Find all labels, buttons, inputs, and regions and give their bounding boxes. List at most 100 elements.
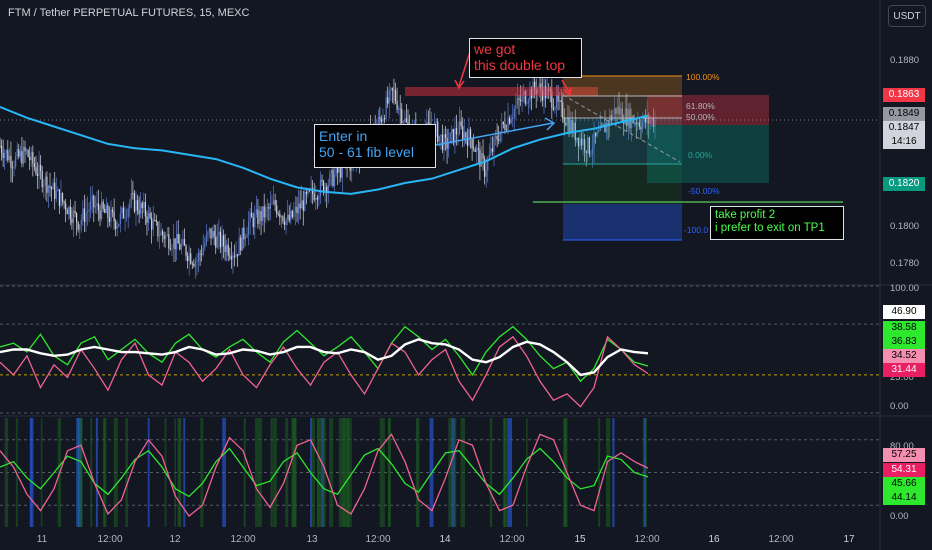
candle-body [223, 235, 224, 246]
candle-body [501, 122, 502, 131]
candle-body [293, 212, 294, 217]
candle-body [515, 105, 516, 109]
candle-body [278, 214, 279, 215]
candle-body [511, 119, 512, 123]
osc2-bg-bar [295, 418, 297, 527]
candle-body [107, 205, 108, 217]
candle-body [503, 122, 504, 124]
candle-body [112, 210, 113, 213]
candle-body [59, 189, 60, 205]
candle-body [154, 220, 155, 221]
osc2-bg-bar [564, 418, 567, 527]
candle-body [264, 206, 265, 217]
fib-level-label: 50.00% [686, 112, 715, 122]
osc2-badge: 57.25 [883, 448, 925, 462]
candle-body [209, 228, 210, 232]
candle-body [67, 210, 68, 214]
candle-body [214, 231, 215, 237]
candle-body [26, 150, 27, 151]
candle-body [0, 146, 1, 147]
candle-body [276, 205, 277, 213]
osc2-bg-bar [222, 418, 226, 527]
candle-body [331, 170, 332, 173]
osc2-badge: 45.66 [883, 477, 925, 491]
candle-body [149, 213, 150, 218]
candle-body [254, 214, 255, 227]
candle-body [78, 222, 79, 229]
candle-body [71, 219, 72, 223]
candle-body [28, 150, 29, 157]
candle-body [217, 235, 218, 247]
candle-body [246, 235, 247, 238]
candle-body [53, 183, 54, 190]
candle-body [31, 152, 32, 160]
candle-body [10, 156, 11, 168]
candle-body [381, 119, 382, 122]
candle-body [62, 193, 63, 201]
take-profit-annotation[interactable]: take profit 2 i prefer to exit on TP1 [710, 206, 844, 240]
fib-zone-100 [563, 76, 682, 96]
candle-body [382, 118, 383, 122]
candle-body [285, 219, 286, 225]
candle-series [0, 69, 656, 279]
candle-body [79, 224, 80, 229]
candle-body [281, 216, 282, 217]
candle-body [395, 91, 396, 101]
candle-body [300, 203, 301, 208]
candle-body [239, 238, 240, 256]
osc2-bg-bar [526, 418, 528, 527]
double-top-annotation[interactable]: we got this double top [469, 38, 582, 78]
candle-body [207, 232, 208, 234]
time-tick-label: 12:00 [230, 534, 255, 545]
candle-body [157, 222, 158, 236]
osc2-bg-bar [271, 418, 273, 527]
fib-level-label: -50.00% [688, 186, 720, 196]
candle-body [287, 215, 288, 219]
candle-body [135, 200, 136, 211]
candle-body [436, 122, 437, 123]
osc2-bg-bar [200, 418, 203, 527]
candle-body [179, 243, 180, 249]
candle-body [493, 137, 494, 151]
candle-body [131, 193, 132, 203]
candle-body [103, 202, 104, 209]
candle-body [4, 153, 5, 158]
time-tick-label: 15 [574, 534, 585, 545]
entry-annotation[interactable]: Enter in 50 - 61 fib level [314, 124, 436, 168]
price-badge: 14:16 [883, 135, 925, 149]
candle-body [15, 156, 16, 166]
candle-body [231, 257, 232, 260]
candle-body [464, 133, 465, 140]
candle-body [198, 254, 199, 262]
candle-body [439, 136, 440, 142]
candle-body [6, 150, 7, 153]
candle-body [193, 264, 194, 266]
candle-body [196, 261, 197, 262]
osc1-badge: 38.58 [883, 321, 925, 335]
osc2-bg-bar [329, 418, 333, 527]
candle-body [96, 203, 97, 206]
candle-body [220, 232, 221, 248]
candle-body [295, 207, 296, 212]
osc2-badge: 44.14 [883, 491, 925, 505]
candle-body [465, 133, 466, 138]
osc1-tick-label: 0.00 [890, 401, 909, 412]
candle-body [20, 151, 21, 156]
candle-body [37, 174, 38, 176]
candle-body [124, 218, 125, 219]
candle-body [225, 246, 226, 252]
candle-body [475, 149, 476, 152]
candle-body [329, 173, 330, 185]
candle-body [306, 192, 307, 194]
candle-body [518, 98, 519, 99]
candle-body [90, 201, 91, 210]
candle-body [210, 228, 211, 238]
candle-body [257, 209, 258, 224]
candle-body [317, 198, 318, 200]
candle-body [87, 211, 88, 212]
candle-body [129, 203, 130, 208]
currency-button[interactable]: USDT [888, 5, 926, 27]
candle-body [392, 88, 393, 89]
candle-body [212, 231, 213, 238]
